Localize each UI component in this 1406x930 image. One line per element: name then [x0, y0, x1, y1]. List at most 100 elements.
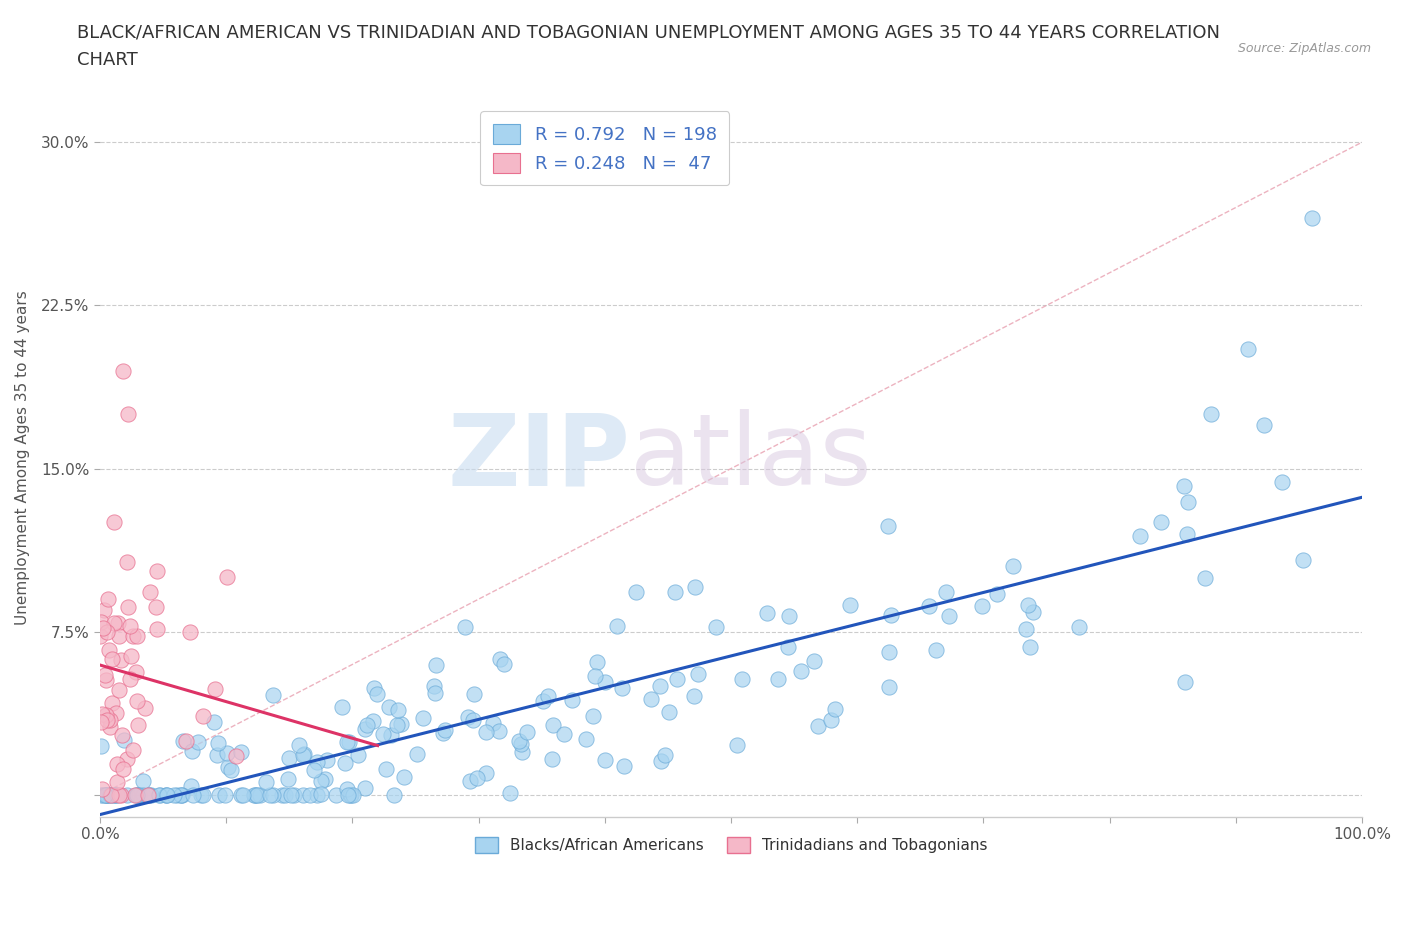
Point — [117, 600, 139, 615]
Point — [89, 629, 111, 644]
Point — [575, 731, 598, 746]
Point — [336, 781, 359, 796]
Point — [610, 681, 633, 696]
Point — [202, 714, 225, 729]
Point — [262, 788, 284, 803]
Point — [110, 652, 132, 667]
Point — [277, 771, 299, 786]
Point — [100, 696, 122, 711]
Point — [1199, 406, 1222, 421]
Point — [1173, 479, 1195, 494]
Point — [725, 737, 748, 752]
Point — [115, 751, 138, 766]
Point — [593, 753, 616, 768]
Point — [215, 570, 238, 585]
Point — [139, 788, 162, 803]
Point — [180, 743, 202, 758]
Point — [254, 775, 277, 790]
Point — [125, 629, 148, 644]
Point — [314, 772, 336, 787]
Point — [172, 788, 194, 803]
Point — [755, 605, 778, 620]
Point — [820, 712, 842, 727]
Point — [270, 788, 292, 803]
Point — [333, 755, 356, 770]
Point — [98, 712, 121, 727]
Point — [425, 658, 447, 672]
Point — [330, 700, 353, 715]
Text: ZIP: ZIP — [447, 409, 630, 506]
Point — [688, 666, 710, 681]
Point — [1150, 515, 1173, 530]
Point — [541, 751, 564, 766]
Point — [356, 717, 378, 732]
Point — [125, 788, 148, 803]
Point — [531, 693, 554, 708]
Point — [122, 742, 145, 757]
Point — [488, 724, 510, 738]
Point — [103, 616, 125, 631]
Point — [325, 788, 347, 803]
Point — [101, 651, 124, 666]
Point — [117, 406, 139, 421]
Point — [454, 619, 477, 634]
Point — [291, 748, 314, 763]
Point — [938, 608, 960, 623]
Point — [586, 655, 609, 670]
Point — [347, 748, 370, 763]
Point — [474, 725, 496, 740]
Point — [278, 751, 301, 765]
Point — [970, 599, 993, 614]
Point — [1001, 559, 1024, 574]
Point — [191, 709, 214, 724]
Point — [283, 788, 305, 803]
Point — [120, 618, 142, 633]
Point — [103, 514, 125, 529]
Point — [378, 699, 401, 714]
Point — [776, 640, 799, 655]
Point — [93, 603, 115, 618]
Point — [986, 587, 1008, 602]
Point — [340, 788, 363, 803]
Point — [537, 688, 560, 703]
Point — [111, 364, 134, 379]
Point — [90, 714, 112, 729]
Point — [1291, 552, 1313, 567]
Point — [110, 788, 132, 803]
Point — [366, 686, 388, 701]
Point — [516, 724, 538, 739]
Point — [499, 786, 522, 801]
Point — [488, 652, 510, 667]
Point — [221, 763, 243, 777]
Point — [387, 703, 409, 718]
Point — [457, 710, 479, 724]
Point — [494, 658, 516, 672]
Point — [125, 693, 148, 708]
Point — [145, 600, 167, 615]
Point — [1129, 528, 1152, 543]
Point — [134, 701, 156, 716]
Point — [354, 781, 377, 796]
Point — [606, 618, 628, 633]
Point — [124, 788, 146, 803]
Point — [1175, 526, 1198, 541]
Point — [337, 734, 360, 749]
Legend: Blacks/African Americans, Trinidadians and Tobagonians: Blacks/African Americans, Trinidadians a… — [468, 830, 994, 859]
Point — [172, 733, 194, 748]
Point — [1019, 639, 1042, 654]
Point — [243, 788, 266, 803]
Point — [138, 584, 160, 599]
Point — [423, 679, 446, 694]
Point — [215, 746, 238, 761]
Text: Source: ZipAtlas.com: Source: ZipAtlas.com — [1237, 42, 1371, 55]
Point — [299, 788, 322, 803]
Point — [229, 744, 252, 759]
Point — [90, 707, 112, 722]
Point — [91, 621, 114, 636]
Point — [105, 788, 128, 803]
Point — [1301, 211, 1323, 226]
Point — [877, 519, 900, 534]
Point — [336, 735, 359, 750]
Point — [935, 585, 957, 600]
Point — [181, 788, 204, 803]
